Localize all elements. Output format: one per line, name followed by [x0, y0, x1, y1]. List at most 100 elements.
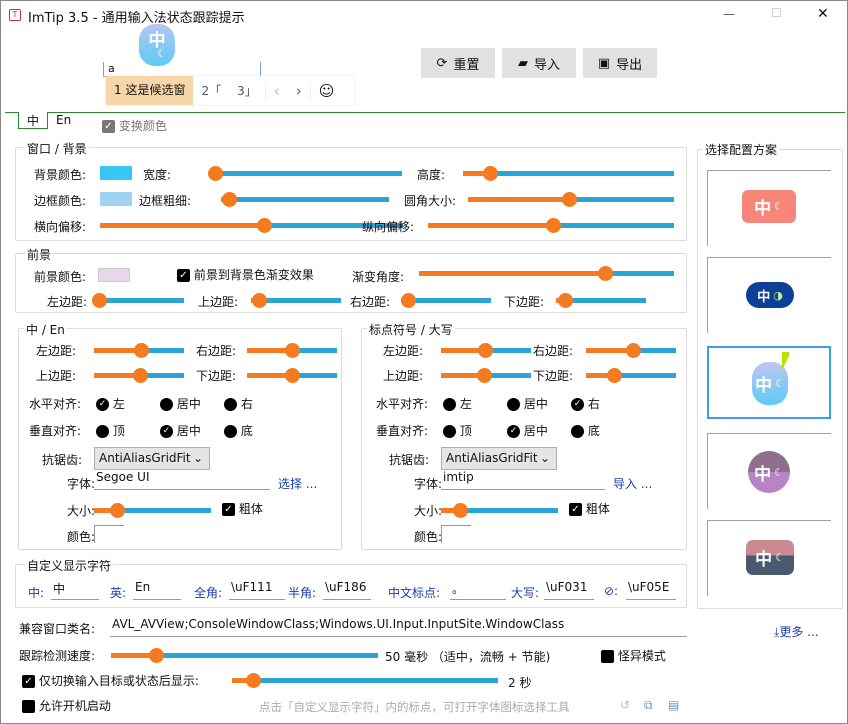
slider-track[interactable] [251, 298, 341, 303]
emoji-icon[interactable]: ☺ [309, 81, 343, 100]
scheme-card[interactable] [707, 170, 831, 246]
slider-track[interactable] [94, 508, 211, 513]
slider-track[interactable] [556, 298, 646, 303]
custom-field-input[interactable]: En [133, 580, 181, 600]
zh_en-halign-radio-0[interactable]: ✓ 左 [96, 395, 125, 412]
candidate-3[interactable]: 3」 [237, 84, 257, 98]
slider-thumb[interactable] [477, 368, 493, 383]
border-width-slider[interactable] [221, 191, 389, 207]
slider-thumb[interactable] [132, 368, 148, 383]
slider-thumb[interactable] [285, 343, 300, 358]
slider-thumb[interactable] [606, 368, 622, 383]
bg-color-swatch[interactable] [100, 166, 132, 180]
scheme-card[interactable] [707, 520, 831, 596]
paste-icon[interactable]: ▤ [668, 698, 680, 712]
class-name-input[interactable]: AVL_AVView;ConsoleWindowClass;Windows.UI… [110, 617, 687, 637]
slider-thumb[interactable] [133, 343, 149, 358]
punct-right-slider[interactable] [586, 342, 676, 358]
punct-left-slider[interactable] [441, 342, 531, 358]
punct-aa-select[interactable]: AntiAliasGridFit ⌄ [441, 447, 557, 470]
custom-field-input[interactable]: \uF05E [626, 580, 676, 600]
slider-thumb[interactable] [558, 293, 573, 308]
slider-thumb[interactable] [452, 503, 468, 518]
zh_en-font-action[interactable]: 选择 ... [278, 477, 318, 491]
slider-track[interactable] [586, 373, 676, 378]
import-button[interactable]: ▰ 导入 [502, 48, 576, 78]
punct-valign-radio-0[interactable]: 顶 [443, 422, 472, 439]
scheme-card[interactable] [707, 346, 831, 419]
border-color-swatch[interactable] [100, 192, 132, 206]
slider-thumb[interactable] [222, 192, 238, 207]
slider-thumb[interactable] [149, 648, 165, 663]
punct-valign-radio-1[interactable]: ✓ 居中 [507, 422, 548, 439]
export-button[interactable]: ▣ 导出 [583, 48, 657, 78]
slider-track[interactable] [232, 678, 498, 683]
punct-bold-checkbox[interactable]: ✓ 粗体 [569, 500, 610, 517]
zh_en-valign-radio-1[interactable]: ✓ 居中 [160, 422, 201, 439]
custom-field-input[interactable]: \uF186 [323, 580, 371, 600]
height-slider[interactable] [463, 165, 674, 181]
swap-colors-checkbox[interactable]: ✓ 变换颜色 [102, 117, 167, 134]
scheme-card[interactable] [707, 433, 831, 509]
punct-halign-radio-2[interactable]: ✓ 右 [571, 395, 600, 412]
maximize-button[interactable]: ☐ [771, 6, 782, 20]
fg-bottom-slider[interactable] [556, 292, 646, 308]
fg-right-slider[interactable] [401, 292, 491, 308]
slider-thumb[interactable] [401, 293, 417, 308]
more-link[interactable]: ⤓更多 ... [774, 625, 819, 639]
slider-thumb[interactable] [252, 293, 268, 308]
slider-thumb[interactable] [483, 166, 499, 181]
gradient-angle-slider[interactable] [419, 265, 674, 281]
punct-size-slider[interactable] [441, 502, 558, 518]
slider-track[interactable] [221, 197, 389, 202]
slider-thumb[interactable] [91, 293, 107, 308]
close-button[interactable]: ✕ [817, 6, 829, 22]
slider-thumb[interactable] [207, 166, 223, 181]
slider-track[interactable] [401, 298, 491, 303]
zh_en-size-slider[interactable] [94, 502, 211, 518]
zh_en-halign-radio-2[interactable]: 右 [224, 395, 253, 412]
fg-left-slider[interactable] [91, 292, 184, 308]
next-page-icon[interactable]: › [295, 81, 302, 100]
h-offset-slider[interactable] [100, 217, 403, 233]
fg-top-slider[interactable] [251, 292, 341, 308]
prev-page-icon[interactable]: ‹ [264, 81, 288, 100]
slider-track[interactable] [463, 171, 674, 176]
slider-track[interactable] [441, 508, 558, 513]
zh_en-halign-radio-1[interactable]: 居中 [160, 395, 201, 412]
only-switch-checkbox[interactable]: ✓ 仅切换输入目标或状态后显示: [22, 672, 199, 689]
slider-thumb[interactable] [256, 218, 272, 233]
punct-font-action[interactable]: 导入 ... [613, 477, 653, 491]
preview-input[interactable]: a [103, 62, 261, 77]
slider-thumb[interactable] [246, 673, 262, 688]
slider-thumb[interactable] [625, 343, 641, 358]
zh_en-font-input[interactable]: Segoe UI [94, 470, 270, 490]
speed-slider[interactable] [111, 647, 378, 663]
punct-halign-radio-1[interactable]: 居中 [507, 395, 548, 412]
corner-slider[interactable] [468, 191, 674, 207]
v-offset-slider[interactable] [428, 217, 674, 233]
custom-field-input[interactable]: \uF111 [229, 580, 285, 600]
zh_en-right-slider[interactable] [247, 342, 337, 358]
minimize-button[interactable]: — [723, 7, 735, 21]
zh_en-bold-checkbox[interactable]: ✓ 粗体 [222, 500, 263, 517]
zh_en-top-slider[interactable] [94, 367, 184, 383]
weird-mode-checkbox[interactable]: 怪异模式 [601, 647, 666, 664]
undo-icon[interactable]: ↺ [620, 698, 631, 712]
width-slider[interactable] [207, 165, 402, 181]
punct-halign-radio-0[interactable]: 左 [443, 395, 472, 412]
punct-bottom-slider[interactable] [586, 367, 676, 383]
tab-zh[interactable]: 中 [18, 112, 48, 129]
reset-button[interactable]: ⟳ 重置 [421, 48, 495, 78]
punct-font-input[interactable]: imtip [441, 470, 605, 490]
slider-thumb[interactable] [478, 343, 494, 358]
custom-field-input[interactable]: 中 [51, 580, 99, 600]
candidate-1[interactable]: 1 这是候选窗 [106, 76, 194, 105]
custom-field-input[interactable]: 。 [450, 580, 506, 600]
punct-valign-radio-2[interactable]: 底 [571, 422, 600, 439]
slider-thumb[interactable] [285, 368, 300, 383]
slider-thumb[interactable] [110, 503, 126, 518]
tab-en[interactable]: En [56, 113, 72, 127]
zh_en-valign-radio-0[interactable]: 顶 [96, 422, 125, 439]
zh_en-color-swatch[interactable] [94, 525, 124, 543]
